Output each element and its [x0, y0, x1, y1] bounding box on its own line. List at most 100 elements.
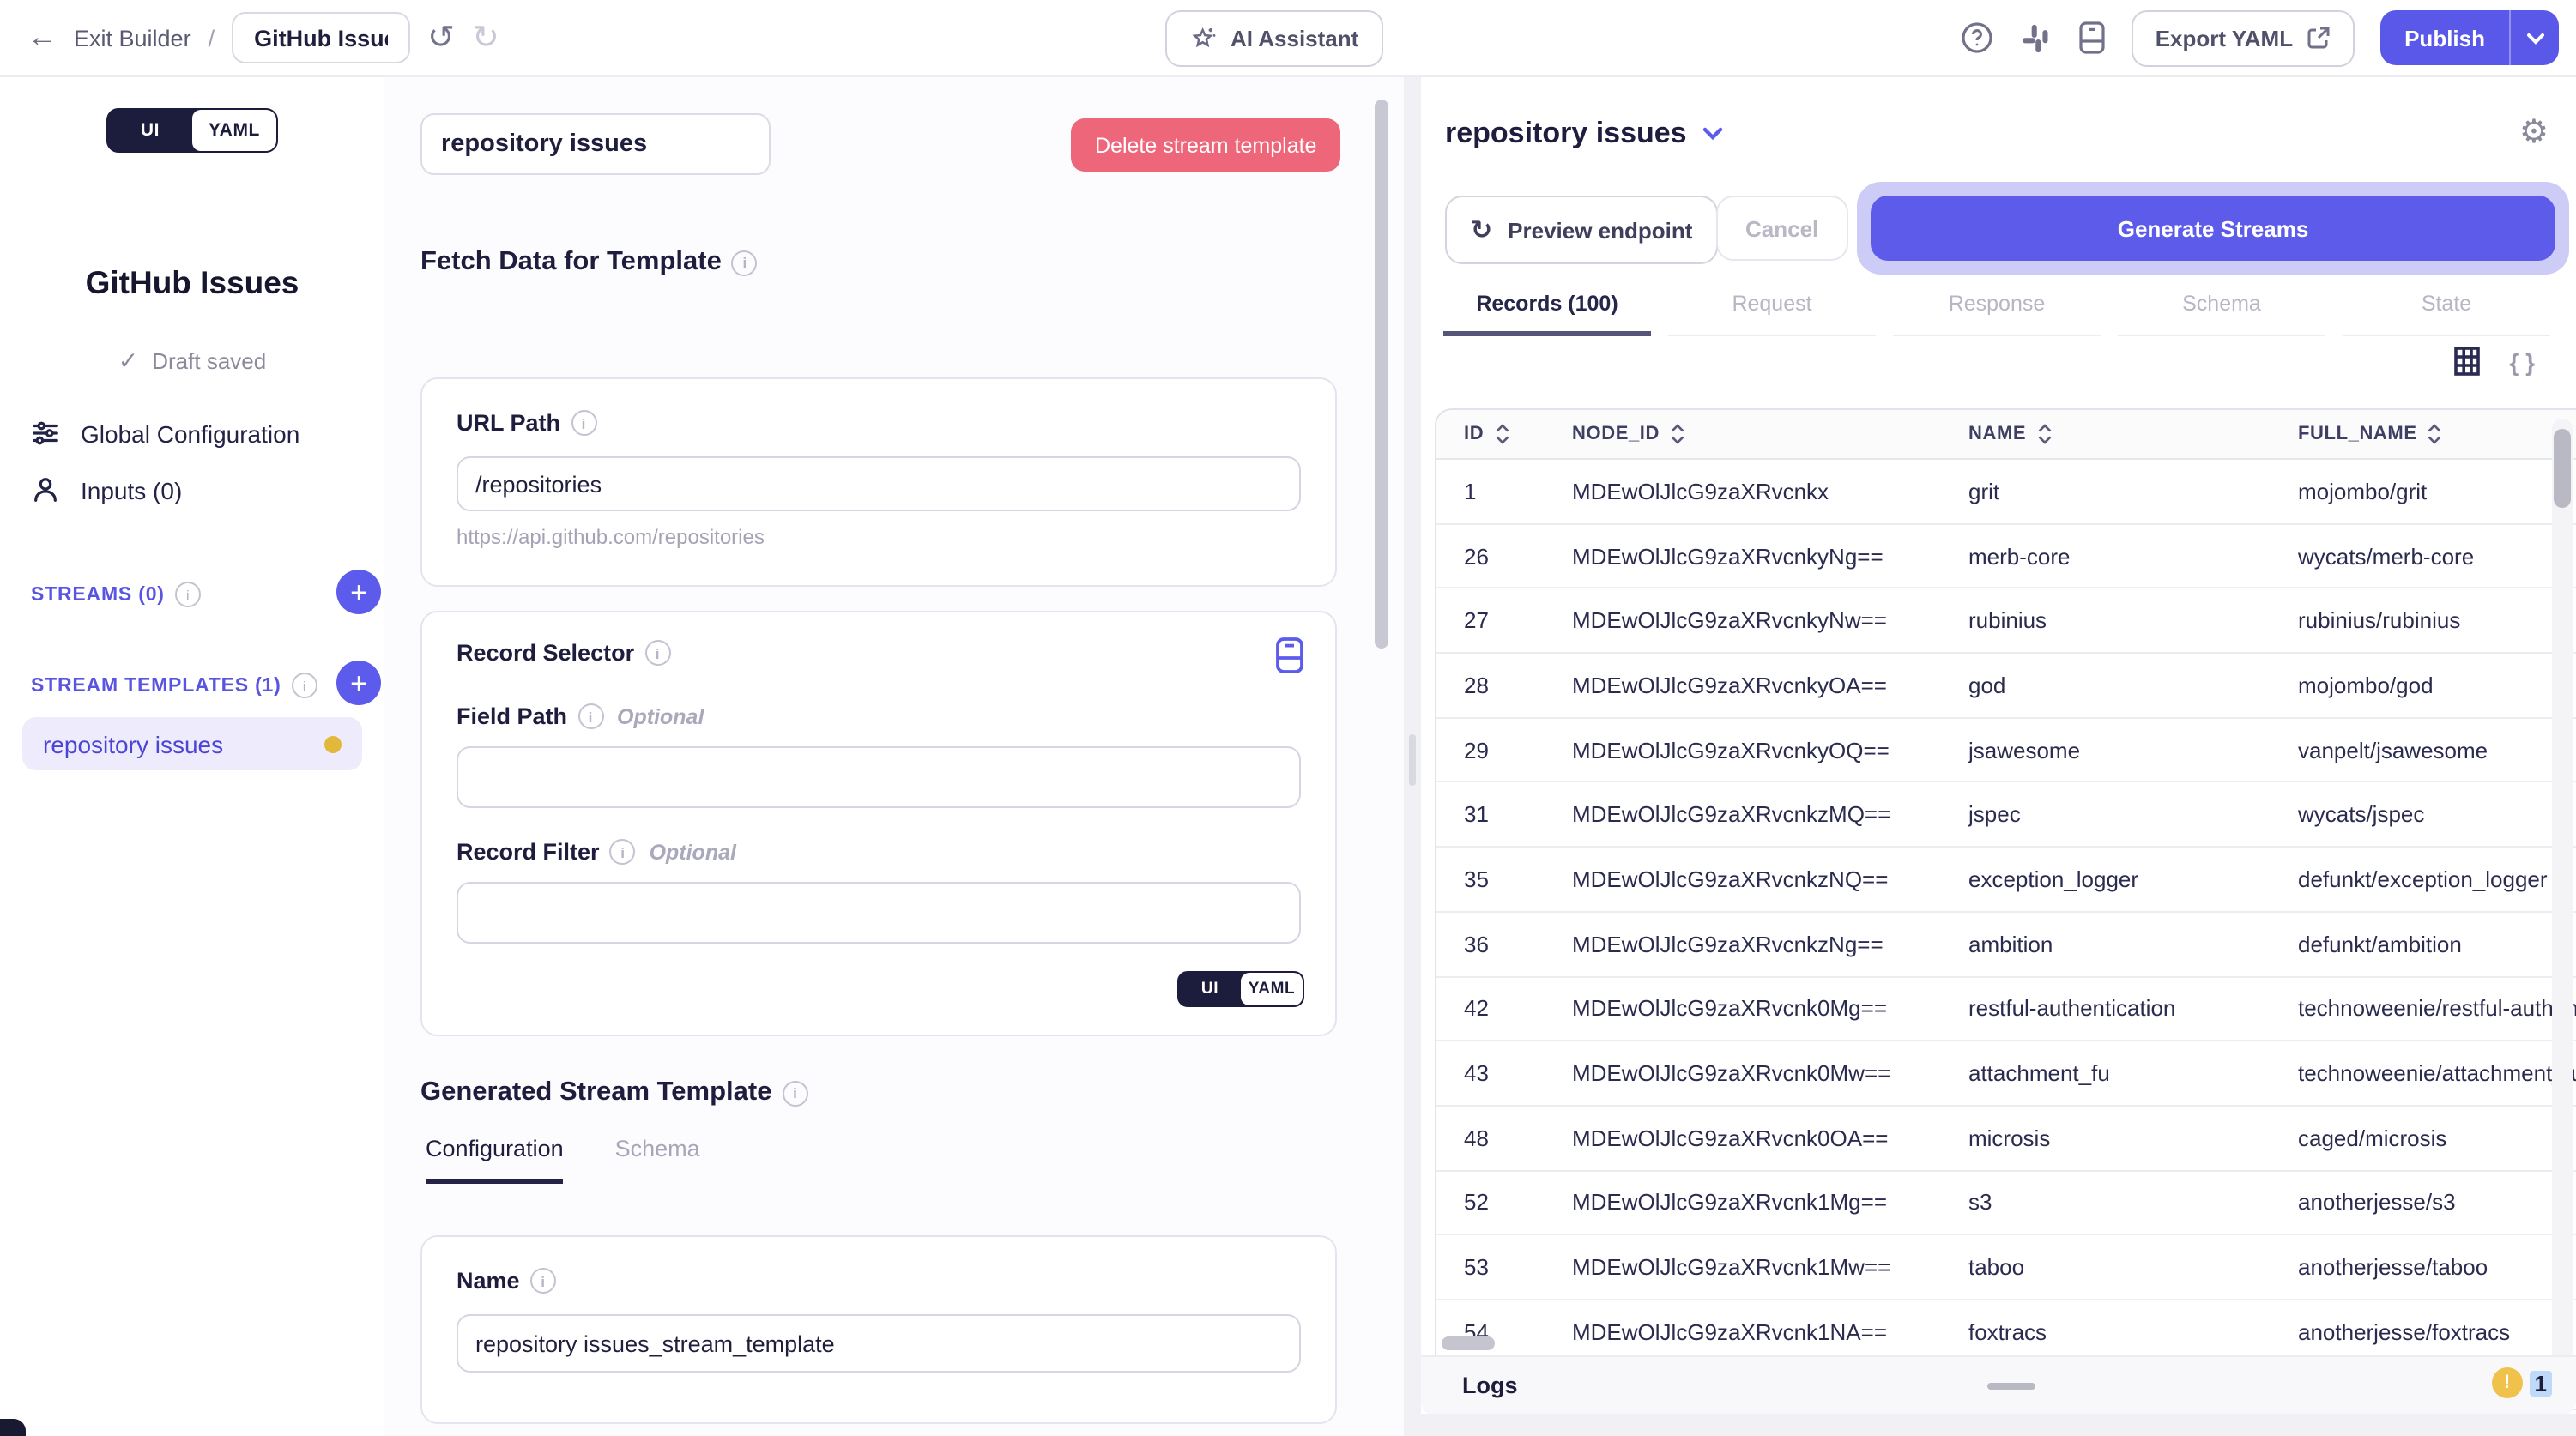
table-row[interactable]: 26 MDEwOlJlcG9zaXRvcnkyNg== merb-core wycat…: [1436, 524, 2576, 589]
table-row[interactable]: 27 MDEwOlJlcG9zaXRvcnkyNw== rubinius rubini…: [1436, 589, 2576, 655]
column-header-id[interactable]: ID: [1464, 424, 1572, 444]
delete-stream-template-button[interactable]: Delete stream template: [1071, 118, 1341, 172]
logs-warning-badge[interactable]: ! 1: [2491, 1367, 2552, 1398]
field-path-input[interactable]: [457, 746, 1301, 808]
cell-id: 1: [1464, 478, 1477, 504]
export-yaml-button[interactable]: Export YAML: [2131, 9, 2355, 66]
add-stream-button[interactable]: +: [336, 570, 381, 614]
table-row[interactable]: 28 MDEwOlJlcG9zaXRvcnkyOA== god mojombo/god: [1436, 654, 2576, 719]
sidebar-item-repository-issues[interactable]: repository issues: [22, 717, 362, 770]
info-icon[interactable]: i: [644, 640, 671, 666]
tab-state[interactable]: State: [2343, 292, 2550, 336]
publish-chevron-button[interactable]: [2509, 10, 2559, 65]
generate-streams-button[interactable]: Generate Streams: [1871, 196, 2555, 261]
record-filter-optional: Optional: [649, 840, 736, 864]
logs-drag-handle[interactable]: [1987, 1383, 2035, 1390]
tab-request[interactable]: Request: [1668, 292, 1876, 336]
table-view-icon[interactable]: [2454, 347, 2481, 376]
info-icon[interactable]: i: [174, 582, 201, 607]
generated-name-input[interactable]: [457, 1314, 1301, 1373]
back-arrow-icon[interactable]: ←: [27, 21, 57, 53]
user-icon: [34, 478, 57, 502]
help-icon[interactable]: [1960, 21, 1994, 55]
info-icon[interactable]: i: [609, 839, 636, 865]
records-scrollbar[interactable]: [2554, 429, 2571, 508]
tab-schema[interactable]: Schema: [2118, 292, 2325, 336]
cell-name: exception_logger: [1968, 866, 2139, 892]
table-row[interactable]: 36 MDEwOlJlcG9zaXRvcnkzNg== ambition defunk…: [1436, 913, 2576, 977]
tab-schema[interactable]: Schema: [614, 1136, 700, 1161]
cell-name: grit: [1968, 478, 2000, 504]
builder-scrollbar[interactable]: [1375, 100, 1388, 649]
table-row[interactable]: 53 MDEwOlJlcG9zaXRvcnk1Mw== taboo anotherje…: [1436, 1236, 2576, 1300]
toggle-ui-option[interactable]: UI: [108, 110, 192, 151]
info-icon[interactable]: i: [291, 673, 317, 698]
json-view-icon[interactable]: { }: [2509, 347, 2535, 375]
docs-icon[interactable]: [2078, 21, 2106, 55]
preview-tabs: Records (100) Request Response Schema St…: [1435, 292, 2559, 336]
table-row[interactable]: 52 MDEwOlJlcG9zaXRvcnk1Mg== s3 anotherjesse…: [1436, 1171, 2576, 1236]
cell-full-name: wycats/jspec: [2298, 801, 2425, 828]
table-row[interactable]: 29 MDEwOlJlcG9zaXRvcnkyOQ== jsawesome vanpe…: [1436, 719, 2576, 783]
cell-name: god: [1968, 672, 2006, 698]
preview-stream-selector[interactable]: repository issues: [1445, 117, 1723, 151]
info-icon[interactable]: i: [571, 410, 597, 436]
cell-full-name: anotherjesse/s3: [2298, 1189, 2456, 1216]
add-stream-template-button[interactable]: +: [336, 661, 381, 705]
publish-button[interactable]: Publish: [2380, 10, 2509, 65]
logs-bar[interactable]: Logs ! 1: [1421, 1355, 2576, 1415]
undo-icon[interactable]: ↺: [427, 20, 455, 56]
table-row[interactable]: 42 MDEwOlJlcG9zaXRvcnk0Mg== restful-authen…: [1436, 977, 2576, 1042]
column-header-node-id[interactable]: NODE_ID: [1572, 424, 1968, 444]
sliders-icon: [33, 421, 58, 445]
export-yaml-label: Export YAML: [2155, 25, 2294, 51]
table-row[interactable]: 35 MDEwOlJlcG9zaXRvcnkzNQ== exception_logg…: [1436, 848, 2576, 913]
inputs-label: Inputs (0): [81, 476, 183, 504]
tab-configuration[interactable]: Configuration: [426, 1136, 564, 1184]
connector-name-input[interactable]: [232, 12, 411, 63]
cancel-button[interactable]: Cancel: [1716, 196, 1848, 261]
chevron-down-icon: [2526, 33, 2543, 44]
cell-id: 53: [1464, 1254, 1489, 1281]
cell-id: 36: [1464, 931, 1489, 957]
cell-id: 42: [1464, 995, 1489, 1022]
url-path-input[interactable]: [457, 456, 1301, 511]
record-filter-input[interactable]: [457, 882, 1301, 944]
record-selector-doc-icon[interactable]: [1275, 637, 1304, 674]
toggle-ui-option[interactable]: UI: [1179, 973, 1241, 1005]
info-icon[interactable]: i: [529, 1268, 556, 1294]
builder-form-panel: Delete stream template Fetch Data for Te…: [384, 75, 1404, 1436]
info-icon[interactable]: i: [782, 1080, 808, 1106]
toggle-yaml-option[interactable]: YAML: [192, 110, 276, 151]
redo-icon[interactable]: ↻: [471, 20, 499, 56]
table-row[interactable]: 1 MDEwOlJlcG9zaXRvcnkx grit mojombo/grit: [1436, 460, 2576, 525]
tab-records[interactable]: Records (100): [1443, 292, 1651, 336]
cell-node-id: MDEwOlJlcG9zaXRvcnk1NA==: [1572, 1318, 1887, 1345]
gear-icon[interactable]: ⚙: [2519, 115, 2549, 151]
table-row[interactable]: 48 MDEwOlJlcG9zaXRvcnk0OA== microsis caged/…: [1436, 1107, 2576, 1172]
column-header-name[interactable]: NAME: [1968, 424, 2298, 444]
sidebar-item-inputs[interactable]: Inputs (0): [31, 475, 357, 504]
sidebar: UI YAML GitHub Issues ✓ Draft saved Glob…: [0, 75, 386, 1436]
exit-builder-link[interactable]: Exit Builder: [74, 25, 191, 51]
preview-endpoint-button[interactable]: ↻ Preview endpoint: [1445, 196, 1719, 264]
table-row[interactable]: 43 MDEwOlJlcG9zaXRvcnk0Mw== attachment_fu t…: [1436, 1041, 2576, 1107]
cell-name: foxtracs: [1968, 1318, 2047, 1345]
unsaved-changes-dot: [324, 735, 342, 752]
info-icon[interactable]: i: [577, 703, 604, 729]
cell-id: 27: [1464, 607, 1489, 634]
table-row[interactable]: 54 MDEwOlJlcG9zaXRvcnk1NA== foxtracs anothe…: [1436, 1300, 2576, 1366]
slack-icon[interactable]: [2020, 21, 2053, 54]
panel-resize-handle[interactable]: [1409, 734, 1416, 786]
records-horizontal-scrollbar[interactable]: [1442, 1336, 1495, 1350]
stream-template-item-label: repository issues: [43, 730, 224, 757]
tab-response[interactable]: Response: [1893, 292, 2101, 336]
ai-assistant-button[interactable]: AI Assistant: [1165, 10, 1383, 67]
toggle-yaml-option[interactable]: YAML: [1241, 973, 1303, 1005]
info-icon[interactable]: i: [731, 250, 758, 275]
column-header-full-name[interactable]: FULL_NAME: [2298, 424, 2576, 444]
stream-template-name-input[interactable]: [420, 113, 771, 175]
cell-name: rubinius: [1968, 607, 2047, 634]
table-row[interactable]: 31 MDEwOlJlcG9zaXRvcnkzMQ== jspec wycats/js…: [1436, 783, 2576, 848]
sidebar-item-global-configuration[interactable]: Global Configuration: [31, 419, 357, 448]
